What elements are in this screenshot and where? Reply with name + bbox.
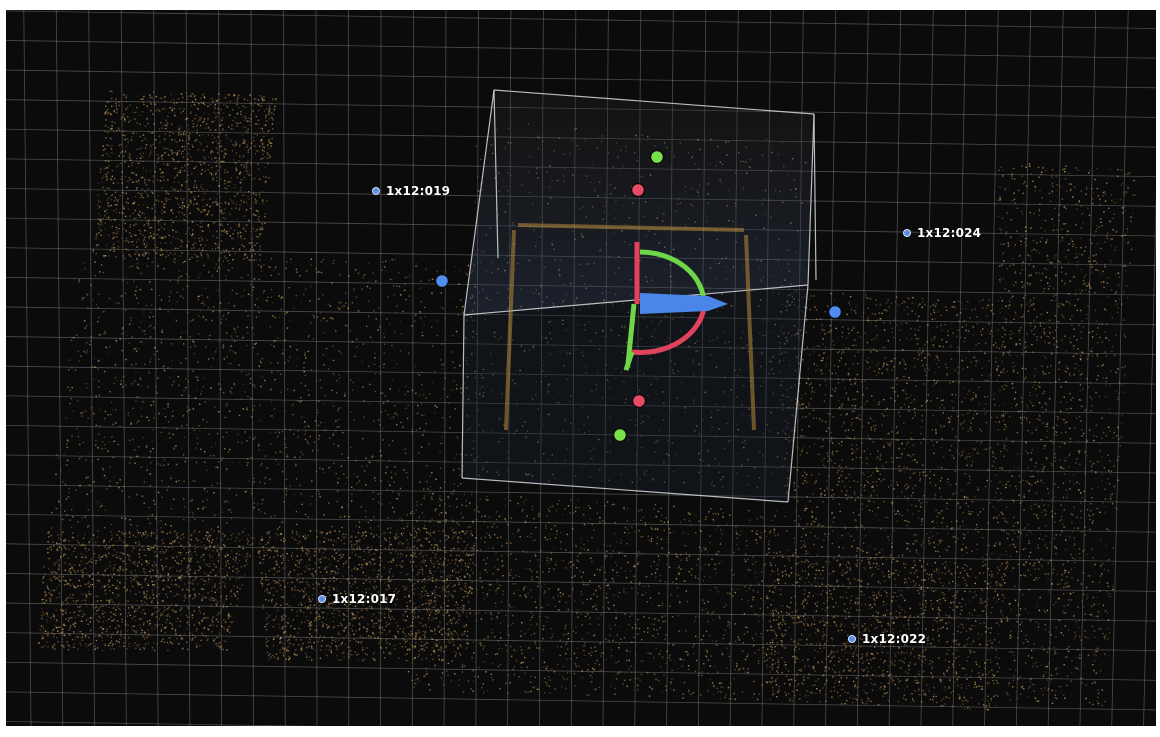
grid-line bbox=[185, 10, 191, 726]
bounding-box-edge bbox=[463, 89, 495, 316]
grid-line bbox=[952, 10, 967, 726]
grid-line bbox=[1143, 190, 1156, 726]
handle-top-green[interactable] bbox=[649, 149, 665, 165]
bounding-box-edge bbox=[493, 89, 499, 259]
grid-line bbox=[6, 573, 1156, 592]
grid-line bbox=[6, 336, 1156, 355]
grid-line bbox=[380, 10, 382, 726]
grid-line bbox=[1079, 10, 1097, 726]
grid-line bbox=[6, 543, 1156, 563]
grid-line bbox=[6, 513, 1156, 533]
grid-line bbox=[6, 721, 318, 726]
handle-right-blue[interactable] bbox=[827, 304, 843, 320]
grid-line bbox=[23, 10, 32, 726]
grid-line bbox=[6, 691, 1156, 711]
grid-line bbox=[6, 40, 1156, 59]
rotation-arc-x[interactable] bbox=[631, 307, 707, 355]
grid-line bbox=[6, 454, 1156, 474]
axis-y-handle[interactable] bbox=[625, 303, 637, 365]
axis-z-handle[interactable] bbox=[640, 293, 728, 314]
marker-text: 1x12:017 bbox=[332, 592, 397, 606]
handle-left-blue[interactable] bbox=[434, 273, 450, 289]
grid-line bbox=[250, 10, 254, 726]
grid-line bbox=[825, 10, 837, 726]
bounding-box-edge bbox=[493, 89, 815, 115]
bounding-box-front-face bbox=[462, 285, 808, 502]
scene-canvas[interactable] bbox=[6, 10, 1156, 726]
grid-line bbox=[6, 365, 1156, 385]
selection-bounding-box[interactable] bbox=[461, 89, 817, 503]
frame-legs bbox=[504, 223, 756, 431]
grid-line bbox=[283, 10, 286, 726]
marker-label-017[interactable]: 1x12:017 bbox=[318, 592, 396, 606]
marker-dot-icon[interactable] bbox=[318, 595, 326, 603]
marker-text: 1x12:019 bbox=[386, 184, 451, 198]
handle-bottom-red[interactable] bbox=[631, 393, 647, 409]
marker-label-019[interactable]: 1x12:019 bbox=[372, 184, 450, 198]
grid-line bbox=[411, 10, 414, 726]
grid-line bbox=[6, 69, 1156, 89]
grid-line bbox=[6, 661, 1156, 681]
bounding-box-edge bbox=[813, 113, 817, 281]
bounding-box-top-face bbox=[464, 90, 814, 315]
3d-viewport[interactable]: 1x12:019 1x12:024 1x12:017 1x12:022 bbox=[6, 10, 1156, 726]
grid-line bbox=[443, 10, 447, 726]
grid-line bbox=[6, 10, 1156, 29]
grid-line bbox=[475, 10, 479, 726]
bounding-box-edge bbox=[461, 477, 789, 503]
grid-line bbox=[6, 395, 1156, 415]
marker-label-024[interactable]: 1x12:024 bbox=[903, 226, 981, 240]
rotation-arc-y[interactable] bbox=[639, 249, 707, 305]
grid-line bbox=[1111, 10, 1129, 726]
marker-dot-icon[interactable] bbox=[848, 635, 856, 643]
bounding-box-edge bbox=[461, 314, 465, 479]
grid-line bbox=[984, 10, 999, 726]
grid-line bbox=[218, 10, 223, 726]
bounding-box-edges bbox=[461, 89, 817, 503]
transform-gizmo[interactable] bbox=[623, 242, 728, 371]
grid-line bbox=[6, 484, 1156, 503]
marker-dot-icon[interactable] bbox=[903, 229, 911, 237]
bounding-box-edge bbox=[807, 113, 815, 286]
marker-dot-icon[interactable] bbox=[372, 187, 380, 195]
marker-label-022[interactable]: 1x12:022 bbox=[848, 632, 926, 646]
handle-top-red[interactable] bbox=[630, 182, 646, 198]
grid-line bbox=[888, 10, 902, 726]
box-handles[interactable] bbox=[434, 149, 843, 443]
marker-text: 1x12:024 bbox=[917, 226, 982, 240]
marker-text: 1x12:022 bbox=[862, 632, 927, 646]
grid-line bbox=[88, 10, 95, 726]
grid-line bbox=[55, 10, 64, 726]
grid-line bbox=[6, 632, 1156, 652]
grid-line bbox=[6, 424, 1156, 444]
handle-bottom-green[interactable] bbox=[612, 427, 628, 443]
bounding-box-edge bbox=[787, 284, 809, 503]
grid-line bbox=[920, 10, 934, 726]
grid-line bbox=[315, 10, 318, 726]
grid-line bbox=[153, 10, 159, 726]
grid-line bbox=[6, 602, 1156, 622]
grid-line bbox=[6, 306, 1156, 326]
grid-line bbox=[1047, 10, 1064, 726]
grid-line bbox=[856, 10, 869, 726]
point-cloud bbox=[37, 90, 1136, 711]
